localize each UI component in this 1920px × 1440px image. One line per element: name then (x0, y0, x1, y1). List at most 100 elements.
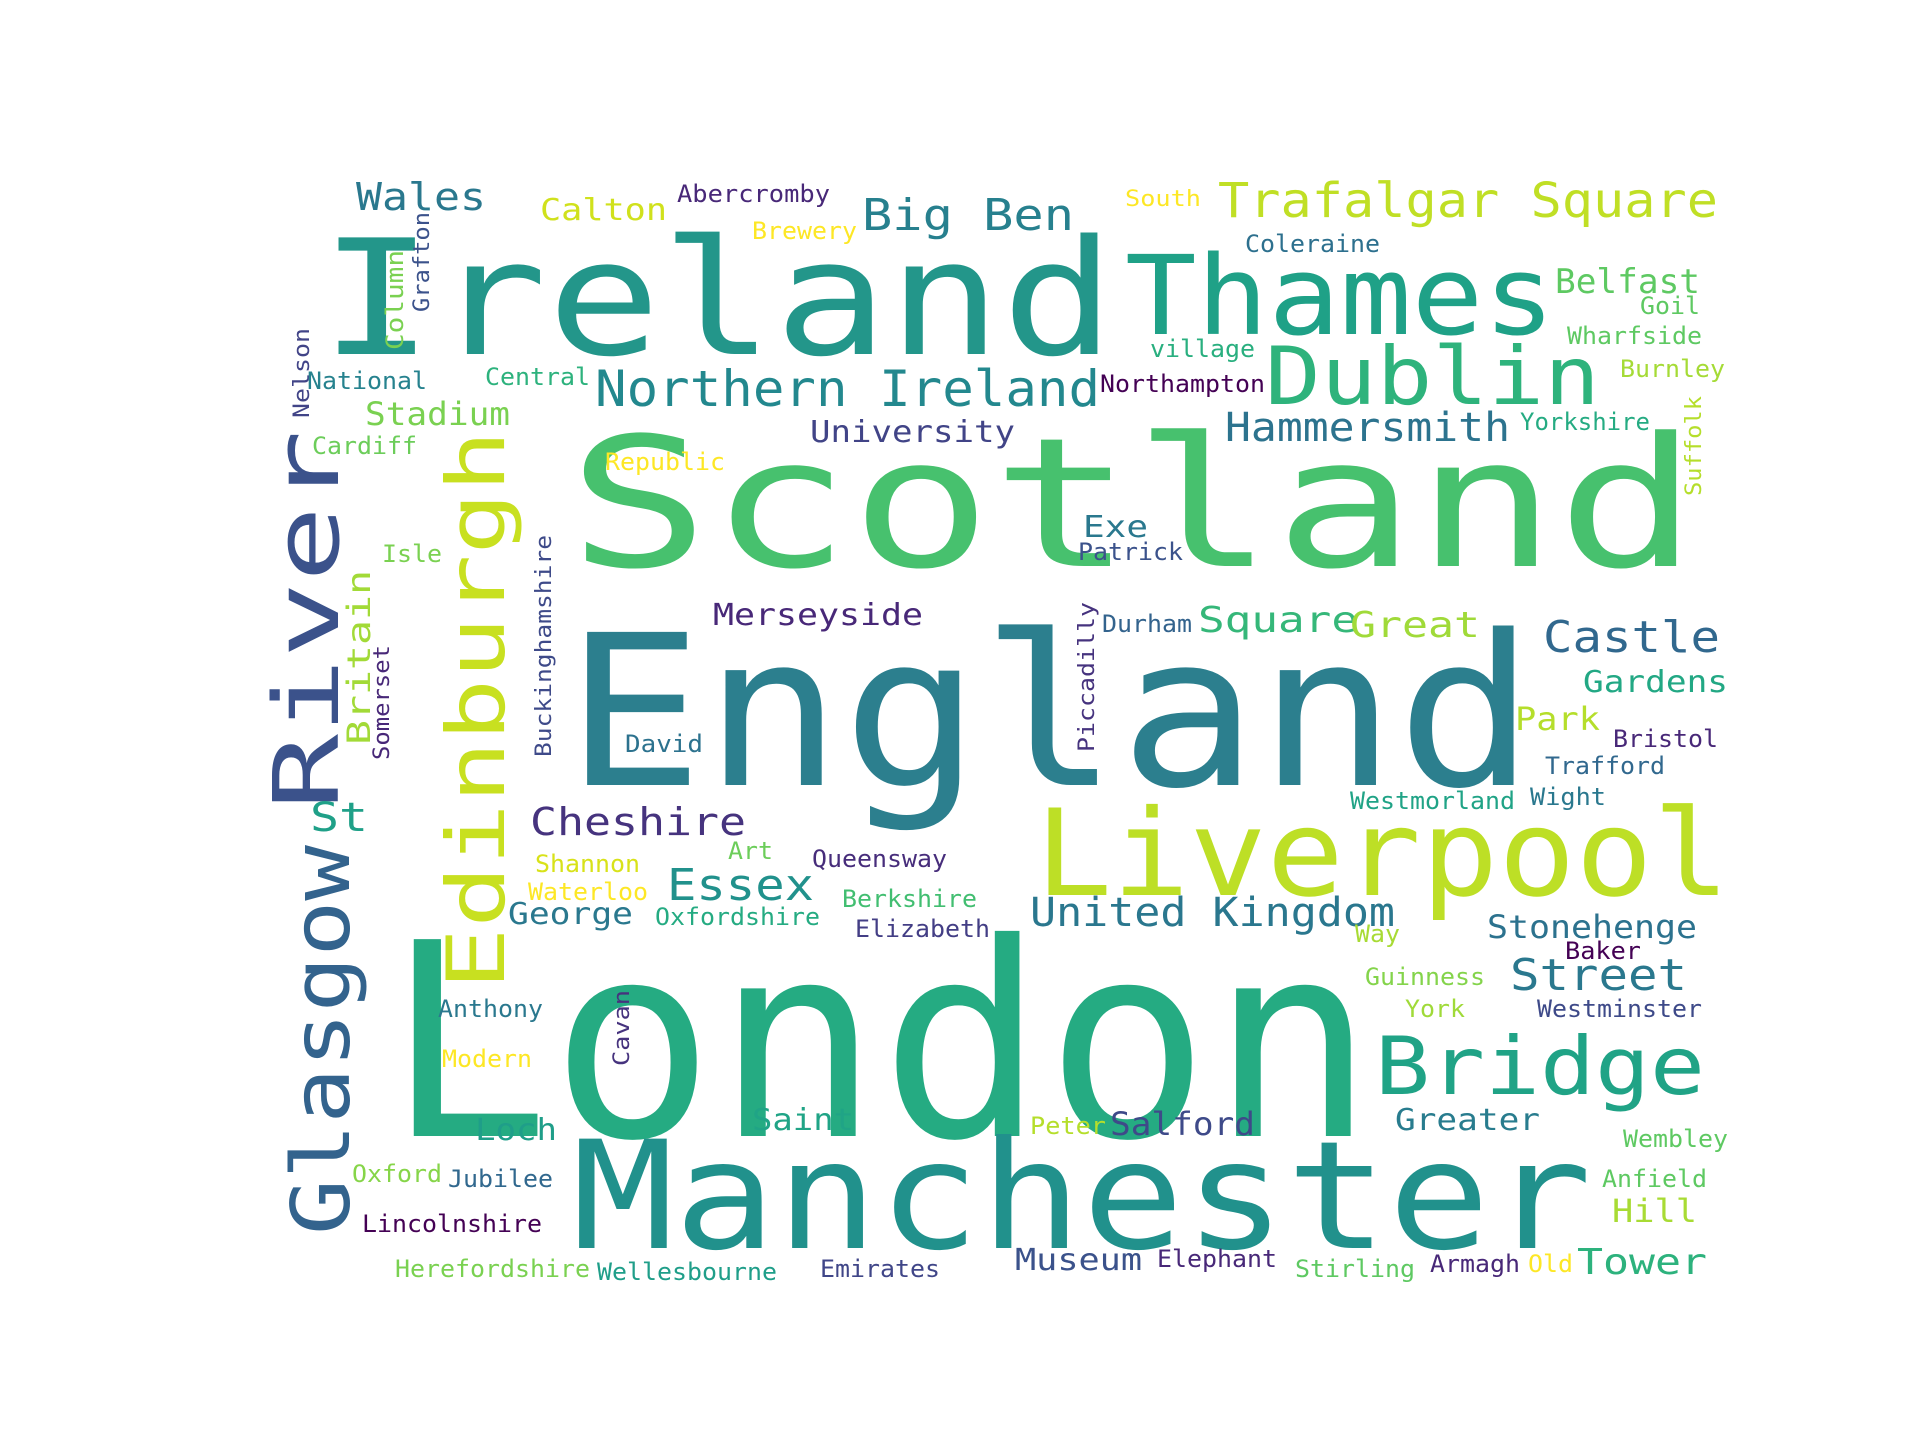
word-grafton: Grafton (410, 212, 435, 312)
word-queensway: Queensway (812, 845, 947, 873)
word-anthony: Anthony (438, 995, 543, 1023)
word-way: Way (1355, 920, 1400, 948)
word-piccadilly: Piccadilly (1075, 602, 1100, 752)
word-river: River (255, 430, 360, 810)
word-belfast: Belfast (1555, 262, 1700, 302)
word-great: Great (1350, 605, 1480, 646)
word-anfield: Anfield (1602, 1165, 1707, 1193)
word-united-kingdom: United Kingdom (1030, 890, 1395, 936)
word-loch: Loch (475, 1113, 557, 1148)
word-bridge: Bridge (1375, 1020, 1705, 1113)
word-wembley: Wembley (1623, 1125, 1728, 1153)
word-essex: Essex (667, 860, 814, 911)
word-trafalgar-square: Trafalgar Square (1218, 173, 1718, 229)
word-old: Old (1528, 1250, 1573, 1278)
word-stonehenge: Stonehenge (1487, 908, 1697, 946)
word-jubilee: Jubilee (448, 1165, 553, 1193)
word-guinness: Guinness (1365, 963, 1485, 991)
word-modern: Modern (442, 1045, 532, 1073)
word-wharfside: Wharfside (1567, 322, 1702, 350)
word-stadium: Stadium (365, 395, 510, 433)
word-st: St (310, 795, 368, 841)
word-square: Square (1198, 600, 1358, 641)
word-tower: Tower (1577, 1242, 1707, 1283)
word-scotland: Scotland (568, 400, 1698, 609)
word-lincolnshire: Lincolnshire (362, 1210, 542, 1238)
word-oxfordshire: Oxfordshire (655, 903, 820, 931)
word-university: University (810, 415, 1015, 450)
word-saint: Saint (752, 1103, 854, 1138)
word-art: Art (728, 837, 773, 865)
word-cheshire: Cheshire (530, 800, 746, 844)
word-northern-ireland: Northern Ireland (595, 360, 1100, 418)
word-national: National (307, 367, 427, 395)
word-elizabeth: Elizabeth (855, 915, 990, 943)
word-peter: Peter (1030, 1112, 1106, 1140)
word-republic: Republic (605, 448, 725, 476)
word-armagh: Armagh (1430, 1250, 1520, 1278)
word-westminster: Westminster (1537, 995, 1702, 1023)
word-suffolk: Suffolk (1682, 396, 1707, 496)
word-wales: Wales (356, 175, 486, 219)
word-hammersmith: Hammersmith (1225, 405, 1510, 451)
word-exe: Exe (1083, 510, 1148, 545)
word-isle: Isle (382, 540, 442, 568)
word-somerset: Somerset (370, 645, 395, 760)
word-trafford: Trafford (1545, 752, 1665, 780)
word-greater: Greater (1395, 1103, 1540, 1138)
word-coleraine: Coleraine (1245, 230, 1380, 258)
word-central: Central (485, 363, 590, 391)
word-village: village (1150, 335, 1255, 363)
word-shannon: Shannon (535, 850, 640, 878)
word-hill: Hill (1612, 1192, 1697, 1230)
word-berkshire: Berkshire (842, 885, 977, 913)
word-durham: Durham (1102, 610, 1192, 638)
word-cavan: Cavan (610, 990, 635, 1066)
word-david: David (625, 730, 703, 758)
word-abercromby: Abercromby (677, 180, 830, 208)
word-westmorland: Westmorland (1350, 787, 1515, 815)
word-big-ben: Big Ben (862, 190, 1074, 241)
word-manchester: Manchester (572, 1110, 1592, 1284)
word-edinburgh: Edinburgh (430, 430, 523, 990)
word-burnley: Burnley (1620, 355, 1725, 383)
word-northampton: Northampton (1100, 370, 1265, 398)
word-dublin: Dublin (1265, 330, 1600, 423)
word-goil: Goil (1640, 292, 1700, 320)
word-elephant: Elephant (1157, 1245, 1277, 1273)
word-merseyside: Merseyside (713, 598, 923, 633)
word-britain: Britain (340, 570, 378, 745)
word-bristol: Bristol (1613, 725, 1718, 753)
word-nelson: Nelson (290, 328, 315, 418)
word-george: George (508, 897, 633, 932)
word-cardiff: Cardiff (312, 432, 417, 460)
word-museum: Museum (1015, 1243, 1142, 1278)
word-stirling: Stirling (1295, 1255, 1415, 1283)
word-york: York (1405, 995, 1466, 1023)
word-glasgow: Glasgow (275, 844, 368, 1235)
word-buckinghamshire: Buckinghamshire (532, 535, 557, 757)
word-gardens: Gardens (1583, 665, 1728, 700)
word-oxford: Oxford (352, 1160, 442, 1188)
word-wight: Wight (1530, 783, 1606, 811)
word-baker: Baker (1565, 937, 1641, 965)
word-wellesbourne: Wellesbourne (597, 1258, 777, 1286)
word-thames: Thames (1125, 232, 1555, 360)
word-street: Street (1510, 950, 1687, 1001)
word-ireland: Ireland (320, 205, 1115, 392)
word-emirates: Emirates (820, 1255, 940, 1283)
word-london: London (385, 885, 1375, 1200)
word-brewery: Brewery (752, 217, 857, 245)
word-herefordshire: Herefordshire (395, 1255, 590, 1283)
word-yorkshire: Yorkshire (1520, 408, 1650, 436)
word-column: Column (381, 250, 409, 350)
word-south: South (1125, 187, 1201, 212)
word-patrick: Patrick (1078, 538, 1184, 566)
word-liverpool: Liverpool (1035, 785, 1730, 924)
word-salford: Salford (1110, 1105, 1255, 1143)
word-england: England (565, 590, 1535, 835)
word-castle: Castle (1543, 612, 1720, 663)
word-waterloo: Waterloo (528, 878, 648, 906)
word-calton: Calton (540, 193, 667, 228)
